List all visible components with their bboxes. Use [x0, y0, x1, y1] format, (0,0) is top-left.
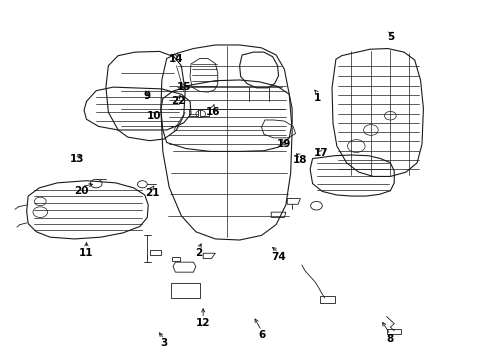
Text: 20: 20 — [74, 186, 89, 196]
Text: 10: 10 — [147, 111, 162, 121]
Text: 15: 15 — [176, 82, 191, 92]
Text: 1: 1 — [313, 93, 321, 103]
Text: 74: 74 — [271, 252, 285, 262]
Text: 14: 14 — [169, 54, 183, 64]
Text: 5: 5 — [386, 32, 393, 42]
Text: 18: 18 — [293, 156, 307, 165]
Bar — [320, 296, 334, 303]
Bar — [386, 329, 400, 334]
Text: 16: 16 — [205, 107, 220, 117]
Text: 2: 2 — [194, 248, 202, 258]
Text: 9: 9 — [143, 91, 150, 101]
Text: 13: 13 — [69, 154, 84, 163]
Text: 12: 12 — [196, 318, 210, 328]
Text: 3: 3 — [161, 338, 167, 347]
Text: 6: 6 — [257, 330, 264, 341]
Text: 8: 8 — [386, 334, 393, 344]
Text: 11: 11 — [79, 248, 94, 258]
Text: 21: 21 — [144, 188, 159, 198]
Text: 17: 17 — [313, 148, 328, 158]
Bar — [170, 283, 200, 298]
Text: 19: 19 — [277, 139, 291, 149]
Text: 22: 22 — [171, 96, 186, 107]
